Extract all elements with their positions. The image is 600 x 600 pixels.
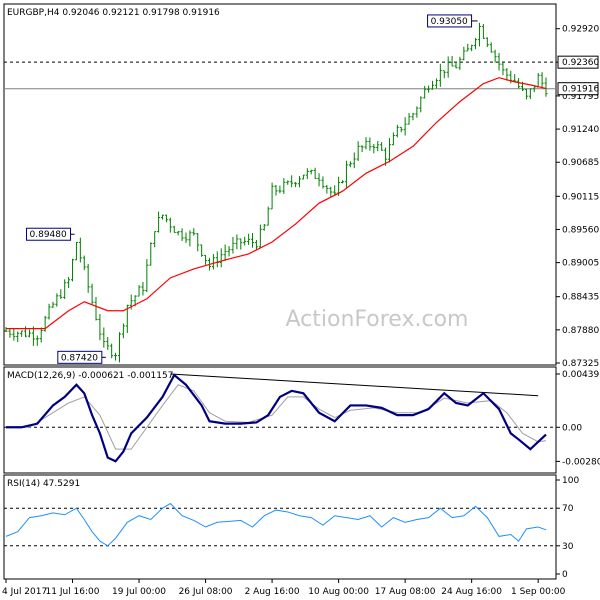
price-y-tick-label: 0.92920 [562, 25, 599, 35]
price-layer: 0.92920 0.92360 0.91795 0.91240 0.90685 0.901… [4, 14, 599, 369]
macd-layer: 0.00439 0.00 -0.002809 [4, 370, 600, 467]
macd-panel-frame [3, 366, 557, 474]
rsi-y-tick-label: 30 [562, 542, 574, 552]
annotation-label: 0.87420 [61, 353, 98, 363]
x-tick-label: 17 Aug 08:00 [375, 587, 436, 597]
price-level-label: 0.91916 [562, 85, 599, 95]
annotation-box [26, 227, 72, 241]
rsi-panel-frame [3, 474, 557, 580]
price-y-tick-label: 0.87325 [562, 359, 599, 369]
x-tick-label: 24 Aug 16:00 [441, 587, 502, 597]
annotation-box [57, 350, 103, 364]
rsi-y-tick-label: 70 [562, 504, 574, 514]
annotation-label: 0.89480 [30, 230, 67, 240]
x-tick-label: 11 Jul 16:00 [46, 587, 100, 597]
macd-y-tick-label: -0.002809 [562, 457, 600, 467]
price-panel-frame [3, 3, 557, 366]
rsi-layer: 100 70 30 0 [4, 476, 579, 580]
price-y-tick-label: 0.89005 [562, 259, 599, 269]
macd-y-tick-label: 0.00439 [562, 370, 599, 380]
macd-trendline [170, 373, 539, 397]
macd-header: MACD(12,26,9) -0.000621 -0.001157 [7, 371, 173, 381]
x-tick-label: 2 Aug 16:00 [245, 587, 300, 597]
x-tick-label: 10 Aug 00:00 [308, 587, 369, 597]
macd-main-line [6, 373, 547, 463]
rsi-y-tick-label: 100 [562, 476, 579, 486]
macd-signal-line [6, 384, 547, 450]
moving-average-line [6, 77, 547, 330]
annotation-label: 0.93050 [431, 17, 468, 27]
rsi-y-tick-label: 0 [562, 570, 568, 580]
x-tick-label: 26 Jul 08:00 [179, 587, 233, 597]
watermark: ActionForex.com [286, 307, 469, 332]
price-y-tick-label: 0.90115 [562, 192, 599, 202]
price-level-box [557, 55, 599, 69]
price-y-tick-label: 0.88435 [562, 293, 599, 303]
x-tick-label: 4 Jul 2017 [2, 587, 47, 597]
x-tick-label: 19 Jul 00:00 [112, 587, 166, 597]
price-level-label: 0.92360 [562, 58, 599, 68]
price-y-tick-label: 0.91240 [562, 125, 599, 135]
x-tick-label: 1 Sep 00:00 [511, 587, 566, 597]
annotation-box [427, 14, 473, 28]
price-y-tick-label: 0.89560 [562, 225, 599, 235]
price-header: EURGBP,H4 0.92046 0.92121 0.91798 0.9191… [7, 8, 220, 18]
price-y-tick-label: 0.90685 [562, 158, 599, 168]
price-y-tick-label: 0.91795 [562, 92, 599, 102]
price-level-box [557, 82, 599, 96]
price-y-tick-label: 0.87880 [562, 326, 599, 336]
rsi-header: RSI(14) 47.5291 [7, 479, 80, 489]
rsi-line [5, 502, 547, 547]
macd-y-tick-label: 0.00 [562, 423, 582, 433]
